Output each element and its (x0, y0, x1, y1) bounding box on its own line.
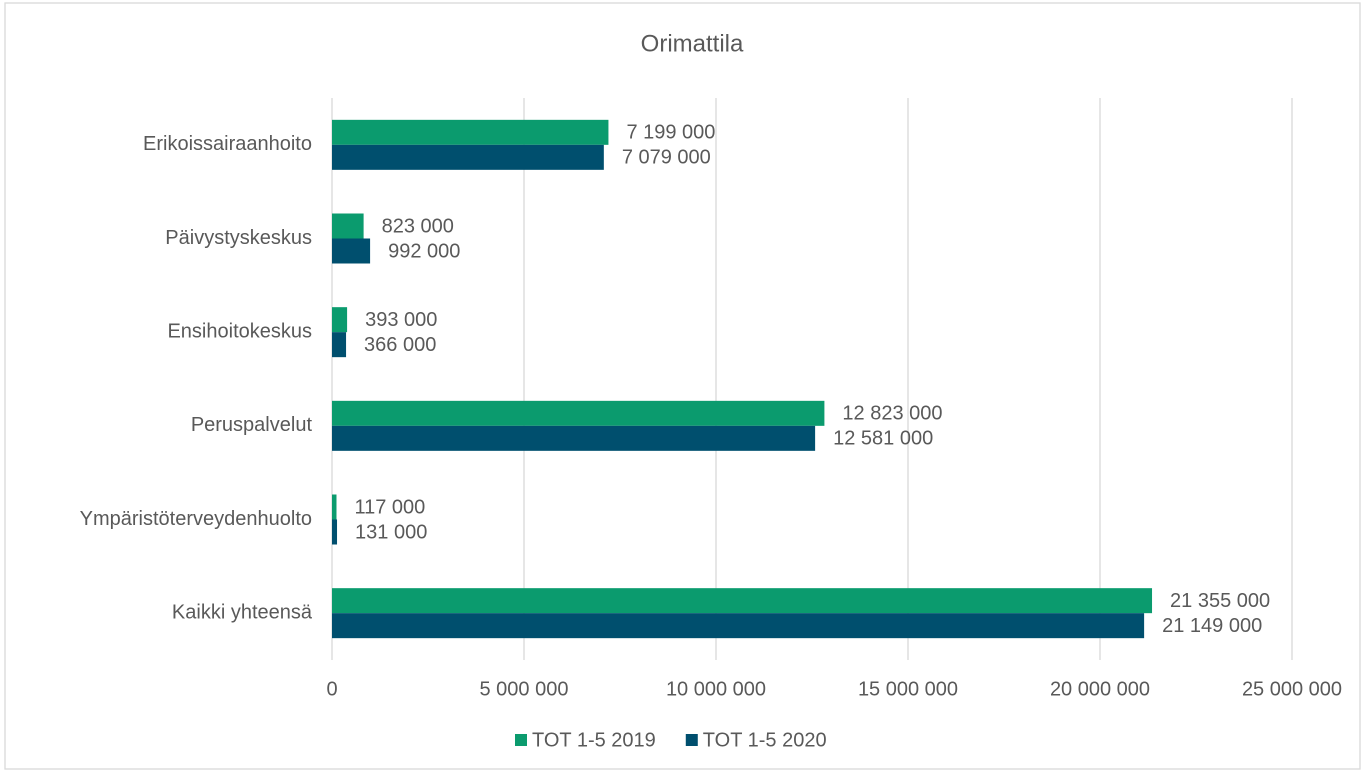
data-label: 117 000 (354, 496, 425, 518)
data-label: 366 000 (364, 334, 436, 356)
x-tick-label: 10 000 000 (666, 678, 766, 700)
data-label: 7 079 000 (622, 147, 711, 169)
x-tick-label: 15 000 000 (858, 678, 958, 700)
data-label: 393 000 (365, 309, 437, 331)
bar (332, 519, 338, 545)
data-label: 992 000 (388, 240, 460, 262)
bar (332, 144, 604, 170)
data-label: 12 581 000 (833, 428, 933, 450)
y-tick-label: Päivystyskeskus (165, 227, 312, 249)
data-label: 12 823 000 (842, 403, 942, 425)
chart-frame (4, 2, 1361, 770)
legend-label: TOT 1-5 2020 (703, 729, 827, 751)
x-tick-label: 5 000 000 (480, 678, 569, 700)
bar (332, 425, 816, 451)
data-label: 7 199 000 (626, 122, 715, 144)
y-tick-label: Peruspalvelut (191, 414, 313, 436)
bar (332, 213, 364, 239)
bar (332, 119, 609, 145)
bar (332, 613, 1145, 639)
x-tick-label: 20 000 000 (1050, 678, 1150, 700)
bar (332, 588, 1153, 614)
x-tick-label: 25 000 000 (1242, 678, 1342, 700)
chart-title: Orimattila (641, 30, 744, 57)
legend-label: TOT 1-5 2019 (532, 729, 656, 751)
y-tick-label: Erikoissairaanhoito (143, 133, 312, 155)
bar (332, 307, 348, 333)
data-label: 21 149 000 (1162, 615, 1262, 637)
data-label: 21 355 000 (1170, 590, 1270, 612)
bar (332, 494, 337, 520)
y-tick-label: Kaikki yhteensä (172, 601, 313, 623)
bar (332, 400, 825, 426)
data-label: 823 000 (382, 215, 454, 237)
bar (332, 332, 347, 358)
x-tick-label: 0 (326, 678, 337, 700)
bar (332, 238, 371, 264)
legend-swatch (515, 734, 527, 746)
y-tick-label: Ympäristöterveydenhuolto (80, 508, 312, 530)
y-tick-label: Ensihoitokeskus (167, 320, 312, 342)
legend-swatch (685, 734, 698, 746)
data-label: 131 000 (355, 521, 427, 543)
